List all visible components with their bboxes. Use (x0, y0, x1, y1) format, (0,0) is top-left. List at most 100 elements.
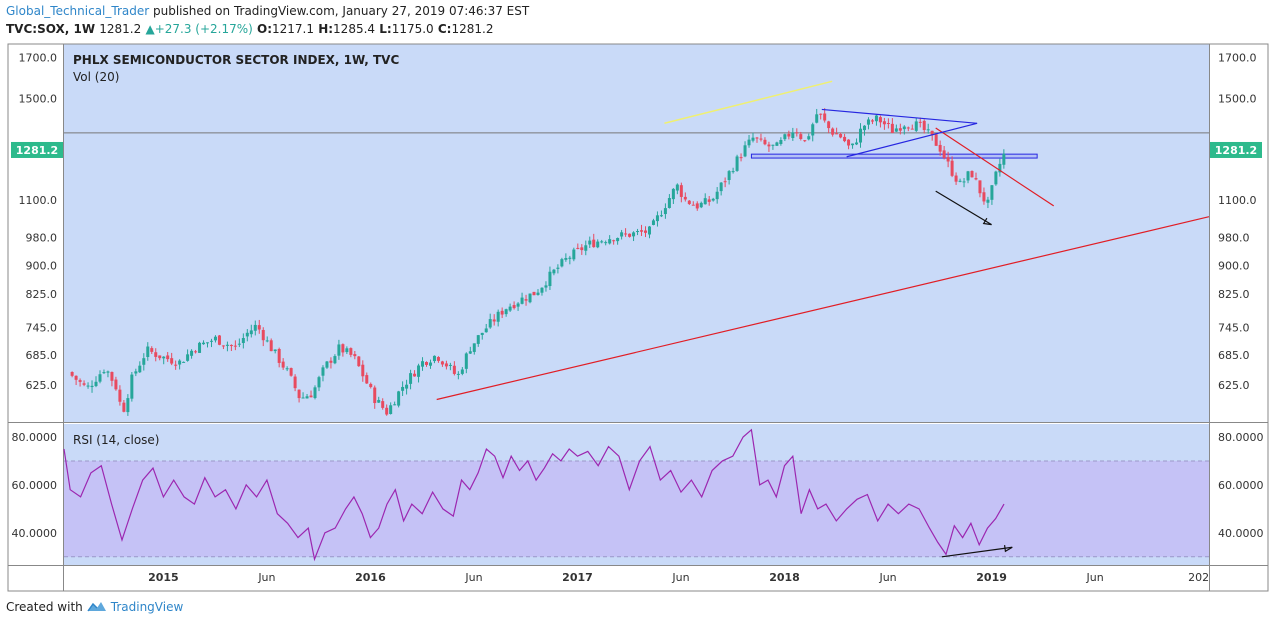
candle-up (855, 142, 859, 145)
tradingview-logo-icon[interactable] (86, 600, 108, 614)
candle-up (98, 374, 102, 382)
candle-up (397, 391, 401, 406)
tradingview-brand-link[interactable]: TradingView (110, 600, 184, 614)
time-tick-label: 2015 (148, 571, 179, 584)
candle-up (345, 348, 349, 353)
candle-up (584, 245, 588, 251)
candle-up (608, 239, 612, 244)
rsi-axis-left[interactable]: 80.0000 60.0000 40.0000 (12, 431, 58, 540)
candle-down (82, 383, 86, 385)
candle-down (425, 362, 429, 365)
candle-down (281, 361, 285, 368)
candle-up (990, 185, 994, 200)
candle-up (994, 171, 998, 185)
candle-up (146, 346, 150, 357)
candle-up (791, 132, 795, 138)
chart-frame (7, 43, 1269, 592)
main-pane[interactable] (63, 44, 1210, 422)
candle-up (966, 171, 970, 181)
candle-up (468, 351, 472, 354)
candle-down (847, 139, 851, 146)
candle-down (759, 138, 763, 140)
candle-up (393, 404, 397, 406)
high-value: 1285.4 (333, 22, 376, 36)
candle-down (843, 136, 847, 142)
candle-up (604, 242, 608, 244)
volume-label: Vol (20) (73, 70, 119, 84)
candle-down (890, 123, 894, 133)
candle-down (524, 299, 528, 301)
candle-up (851, 143, 855, 146)
price-arrow-head (982, 217, 992, 226)
candle-down (612, 240, 616, 242)
low-value: 1175.0 (391, 22, 434, 36)
price-axis-right[interactable]: 1700.0 1500.0 1100.0 980.0 900.0 825.0 745.0 68… (1218, 51, 1257, 392)
candle-up (779, 140, 783, 144)
candle-up (962, 181, 966, 183)
chart-title: PHLX SEMICONDUCTOR SECTOR INDEX, 1W, TVC (73, 53, 399, 67)
candle-up (727, 171, 731, 181)
candle-down (381, 401, 385, 408)
candle-down (827, 121, 831, 129)
candle-down (114, 379, 118, 390)
candle-down (739, 157, 743, 159)
candle-up (600, 241, 604, 243)
candle-up (206, 342, 210, 344)
candle-up (715, 191, 719, 200)
candle-up (636, 231, 640, 233)
symbol-label[interactable]: TVC:SOX, 1W (6, 22, 96, 36)
candle-up (460, 369, 464, 374)
time-tick-label: 202 (1188, 571, 1209, 584)
drawn-trendlines[interactable] (436, 80, 1210, 558)
candle-up (106, 371, 110, 373)
candle-up (675, 184, 679, 191)
candle-up (213, 336, 217, 341)
candle-up (811, 124, 815, 136)
candle-up (703, 198, 707, 205)
author-link[interactable]: Global_Technical_Trader (6, 4, 150, 18)
candle-down (592, 239, 596, 248)
candle-down (970, 170, 974, 178)
price-tick-label: 1100.0 (19, 194, 58, 207)
candle-up (333, 356, 337, 364)
candle-up (771, 144, 775, 146)
candle-down (444, 363, 448, 367)
candle-up (182, 361, 186, 363)
candle-up (130, 374, 134, 399)
candle-down (882, 121, 886, 125)
candle-down (365, 375, 369, 384)
time-tick-label: Jun (1086, 571, 1104, 584)
candle-down (440, 361, 444, 365)
low-label: L: (379, 22, 392, 36)
price-tick-label: 1500.0 (1218, 92, 1257, 105)
close-label: C: (437, 22, 452, 36)
drawn-levels[interactable] (64, 132, 1209, 159)
candle-down (369, 383, 373, 388)
candle-up (874, 115, 878, 122)
candle-down (361, 364, 365, 377)
candle-up (862, 125, 866, 131)
candle-up (464, 353, 468, 369)
candle-down (174, 364, 178, 366)
candle-up (536, 292, 540, 295)
candle-down (922, 120, 926, 131)
candle-down (353, 354, 357, 357)
candle-up (484, 328, 488, 333)
last-price-badge-left: 1281.2 (11, 141, 63, 158)
candle-down (930, 130, 934, 136)
candle-up (90, 385, 94, 388)
candle-up (86, 385, 90, 387)
time-axis[interactable]: 2015 Jun 2016 Jun 2017 Jun 2018 Jun 2019 Jun 202 (148, 571, 1209, 584)
candle-down (886, 123, 890, 125)
triangle-bottom (846, 122, 978, 158)
candle-down (229, 345, 233, 347)
candle-down (512, 305, 516, 309)
candle-up (731, 171, 735, 173)
price-tick-label: 900.0 (1218, 260, 1250, 273)
candle-down (170, 358, 174, 364)
price-axis-left[interactable]: 1700.0 1500.0 1100.0 980.0 900.0 825.0 745.0 68… (19, 51, 58, 392)
rsi-tick-label: 80.0000 (1218, 431, 1264, 444)
rsi-axis-right[interactable]: 80.0000 60.0000 40.0000 (1218, 431, 1264, 540)
support-box (750, 153, 1038, 159)
